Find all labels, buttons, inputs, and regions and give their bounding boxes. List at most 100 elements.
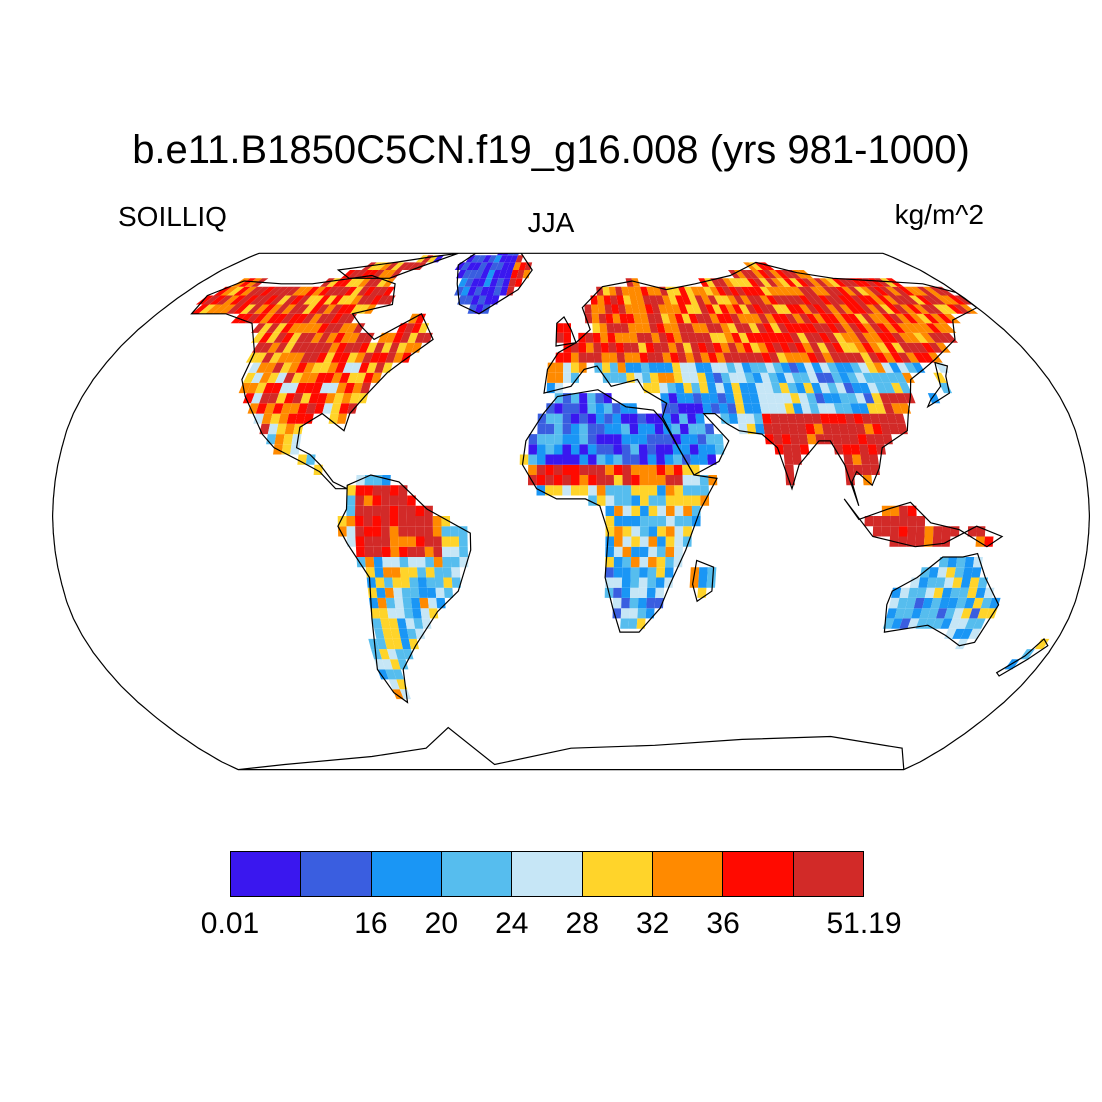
grid-cell — [639, 536, 649, 547]
grid-cell — [324, 286, 339, 296]
grid-cell — [315, 372, 327, 383]
grid-cell — [282, 342, 296, 353]
grid-cell — [648, 536, 658, 547]
grid-cell — [237, 313, 254, 324]
grid-cell — [364, 536, 374, 547]
grid-cell — [878, 286, 896, 296]
grid-cell — [855, 423, 866, 435]
grid-cell — [840, 434, 851, 445]
grid-cell — [389, 526, 399, 537]
grid-cell — [831, 342, 845, 353]
grid-cell — [759, 403, 771, 414]
grid-cell — [684, 286, 695, 296]
grid-cell — [311, 362, 324, 373]
coastline — [337, 474, 472, 704]
grid-cell — [751, 403, 762, 414]
grid-cell — [962, 567, 973, 578]
grid-cell — [762, 270, 777, 279]
grid-cell — [364, 475, 374, 486]
grid-cell — [628, 403, 638, 414]
grid-cell — [495, 262, 505, 270]
grid-cell — [281, 304, 297, 314]
grid-cell — [800, 403, 812, 414]
grid-cell — [363, 495, 373, 506]
grid-cell — [731, 382, 742, 394]
grid-cell — [859, 382, 871, 394]
grid-cell — [675, 342, 685, 353]
grid-cell — [537, 413, 547, 424]
grid-cell — [794, 413, 806, 424]
grid-cell — [666, 505, 675, 516]
grid-cell — [757, 313, 770, 324]
grid-cell — [838, 304, 854, 314]
land-soil-moisture-field — [190, 253, 1050, 770]
grid-cell — [656, 557, 666, 568]
grid-cell — [897, 597, 908, 609]
grid-cell — [929, 313, 947, 324]
grid-cell — [935, 577, 946, 588]
grid-cell — [872, 304, 889, 314]
grid-cell — [354, 352, 366, 363]
grid-cell — [319, 278, 335, 287]
grid-cell — [297, 403, 309, 414]
grid-cell — [781, 434, 792, 445]
grid-cell — [315, 304, 330, 314]
grid-cell — [595, 413, 605, 424]
grid-cell — [355, 526, 365, 537]
grid-cell — [259, 286, 276, 296]
grid-cell — [394, 597, 404, 609]
grid-cell — [660, 342, 670, 353]
grid-cell — [730, 352, 742, 363]
grid-cell — [545, 454, 554, 465]
grid-cell — [778, 295, 792, 305]
map-boundary — [51, 252, 1091, 771]
grid-cell — [498, 270, 507, 279]
grid-cell — [411, 597, 421, 609]
grid-cell — [728, 286, 740, 296]
grid-cell — [702, 362, 713, 373]
grid-cell — [754, 262, 769, 270]
grid-cell — [841, 403, 853, 414]
grid-cell — [833, 323, 848, 333]
grid-cell — [472, 262, 483, 270]
grid-cell — [379, 649, 390, 660]
grid-cell — [637, 608, 647, 619]
grid-cell — [712, 372, 723, 383]
grid-cell — [275, 393, 288, 404]
grid-cell — [787, 362, 800, 373]
grid-cell — [664, 444, 674, 455]
grid-cell — [667, 313, 678, 324]
grid-cell — [508, 278, 517, 287]
grid-cell — [625, 278, 634, 287]
grid-cell — [555, 352, 564, 363]
grid-cell — [665, 536, 675, 547]
grid-cell — [647, 577, 657, 588]
grid-cell — [630, 577, 640, 588]
grid-cell — [355, 495, 365, 506]
grid-cell — [865, 304, 882, 314]
grid-cell — [638, 444, 648, 455]
grid-cell — [830, 295, 846, 305]
grid-cell — [626, 313, 635, 324]
grid-cell — [562, 434, 571, 445]
grid-cell — [578, 352, 587, 363]
grid-cell — [857, 434, 868, 445]
grid-cell — [861, 464, 872, 475]
grid-cell — [294, 313, 309, 324]
grid-cell — [622, 485, 632, 496]
grid-cell — [271, 362, 285, 373]
grid-cell — [390, 628, 401, 639]
colorbar-tick-label: 28 — [565, 907, 599, 940]
grid-cell — [788, 278, 804, 287]
grid-cell — [507, 262, 516, 270]
grid-cell — [674, 485, 684, 496]
grid-cell — [613, 557, 623, 568]
grid-cell — [876, 342, 891, 353]
grid-cell — [651, 304, 661, 314]
grid-cell — [665, 475, 675, 486]
grid-cell — [460, 262, 472, 270]
grid-cell — [587, 444, 597, 455]
grid-cell — [432, 255, 445, 263]
grid-cell — [674, 536, 684, 547]
grid-cell — [881, 313, 898, 324]
